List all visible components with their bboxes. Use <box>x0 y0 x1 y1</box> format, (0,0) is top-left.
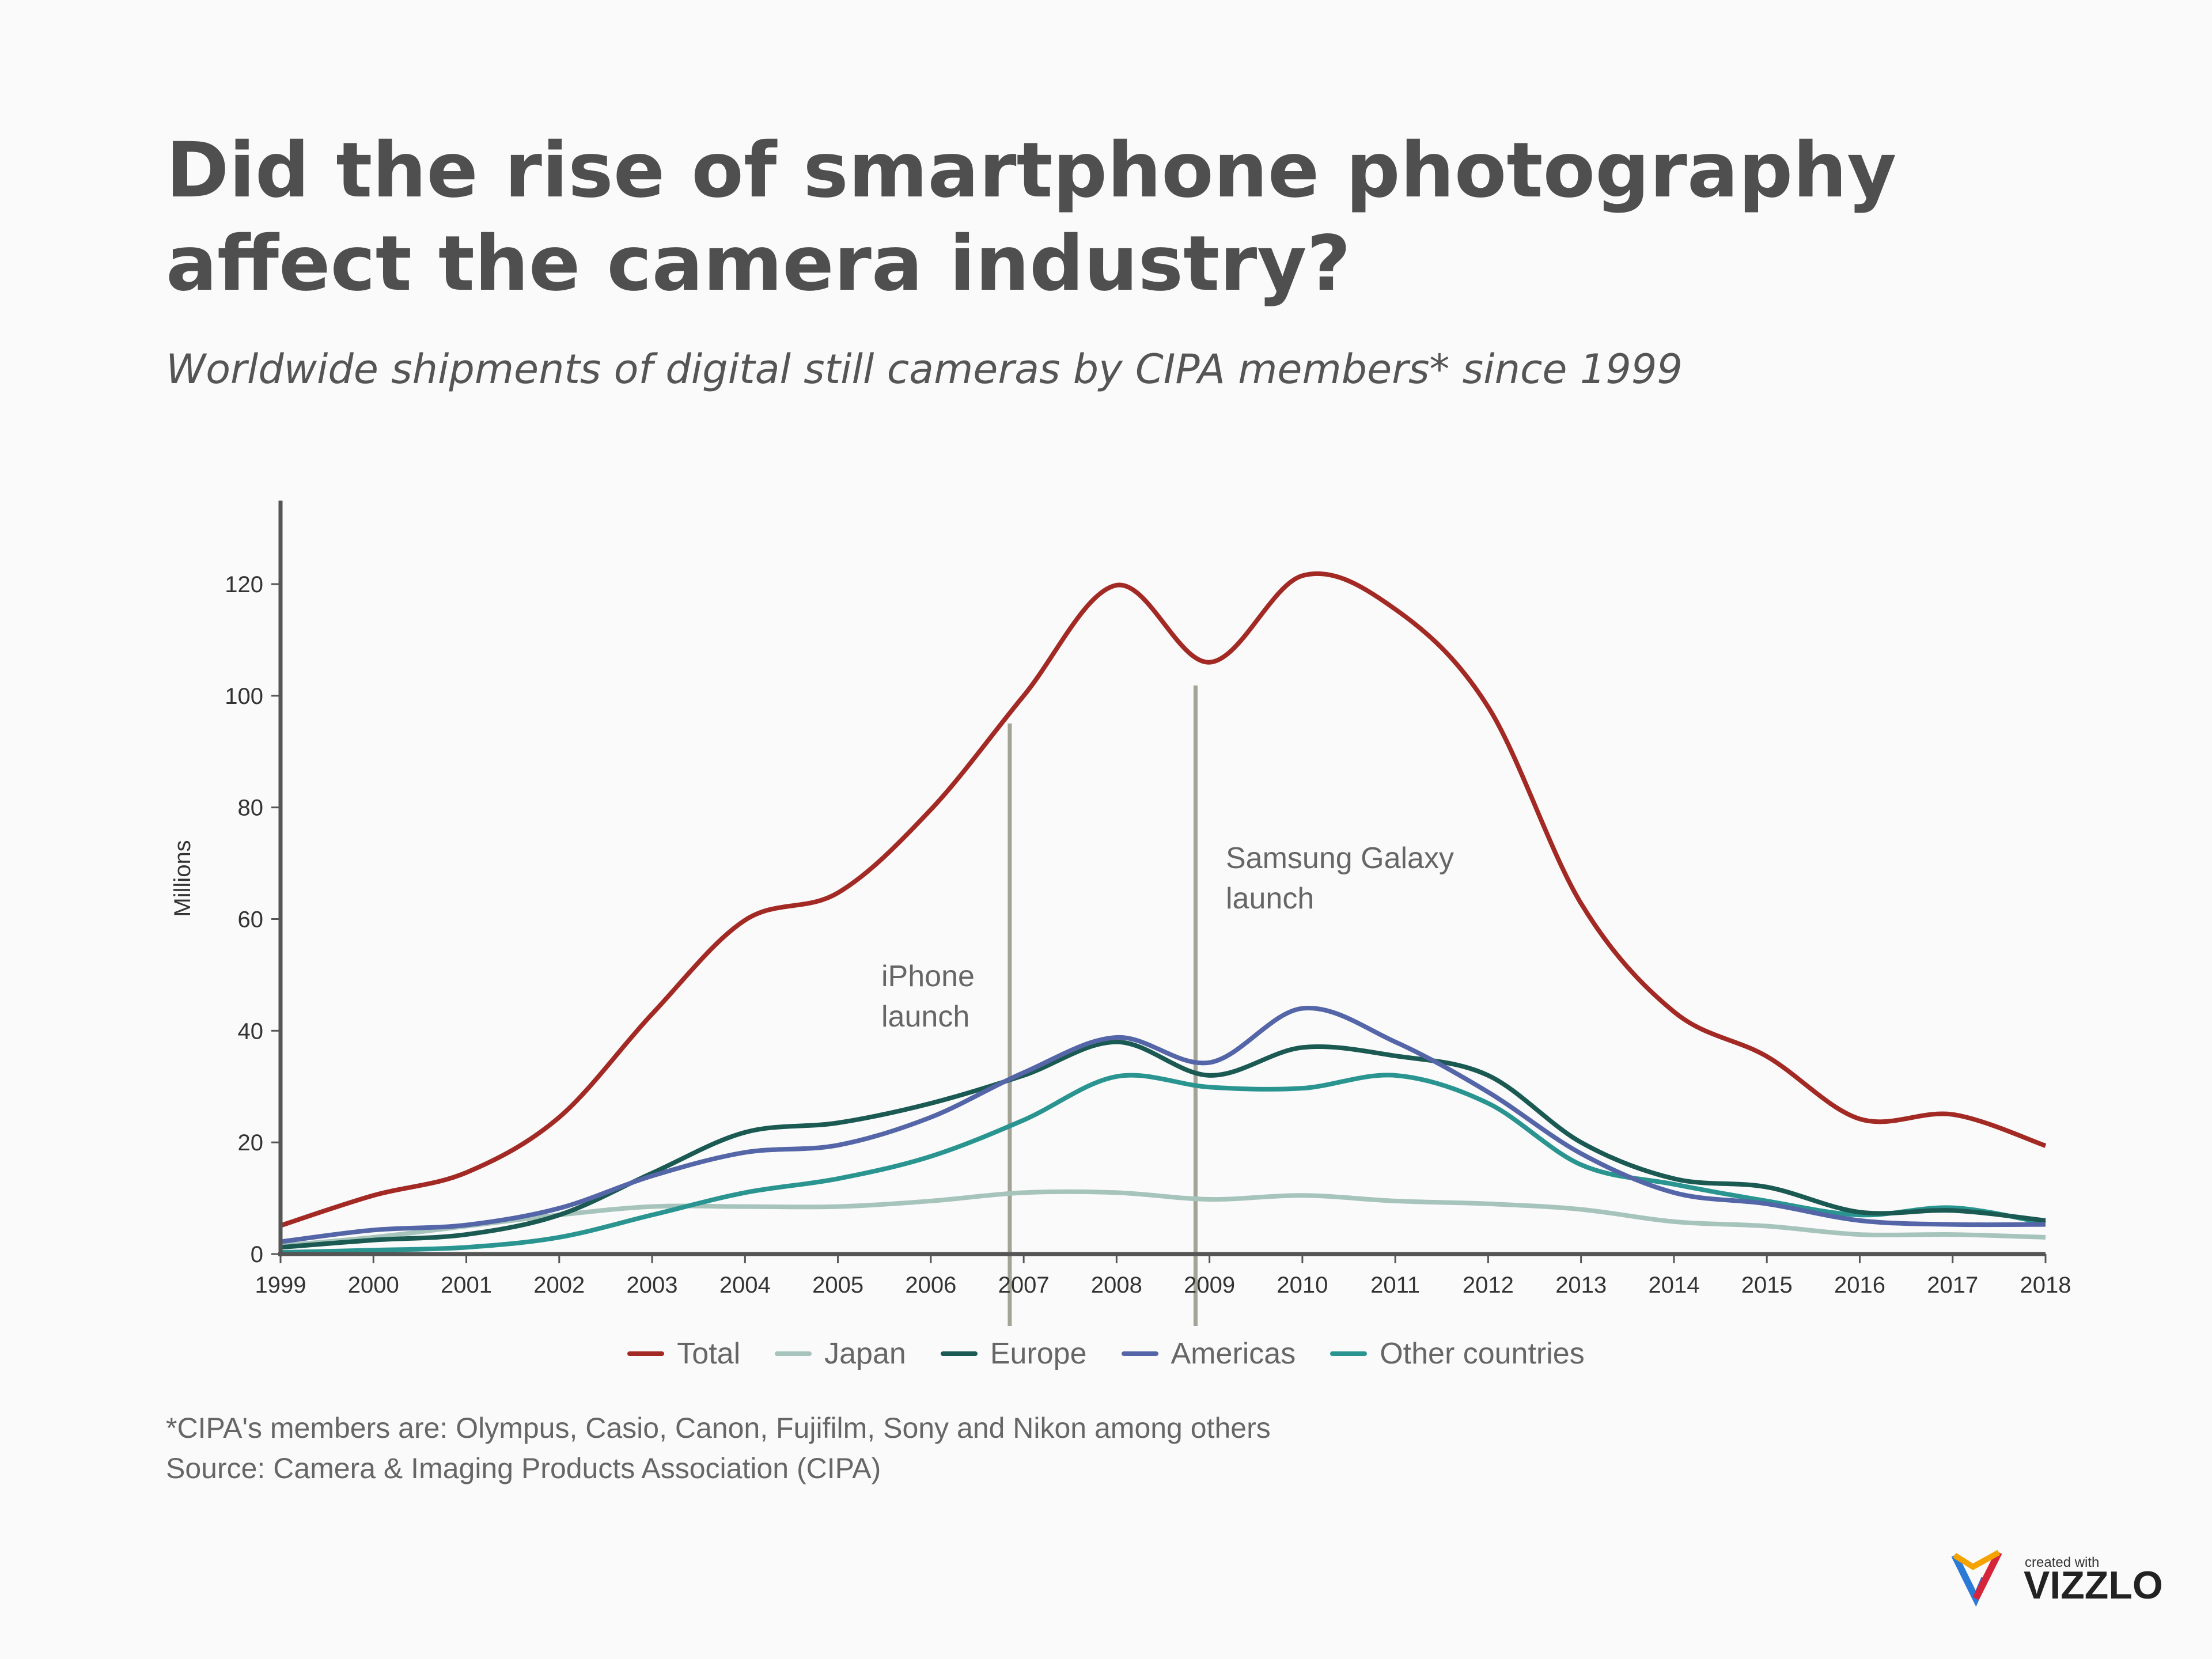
series-line-europe <box>280 1039 2046 1250</box>
legend-label: Total <box>677 1337 741 1370</box>
annotation-label: launch <box>881 1000 969 1033</box>
legend-item: Total <box>627 1336 740 1371</box>
legend: Total Japan Europe Americas Other countries <box>0 1336 2212 1371</box>
x-tick-label: 2002 <box>533 1272 585 1298</box>
series-line-other-countries <box>280 1073 2046 1255</box>
x-tick-label: 2006 <box>905 1272 956 1298</box>
annotation-label: launch <box>1226 882 1314 915</box>
x-tick-label: 2017 <box>1927 1272 1978 1298</box>
x-tick-label: 2005 <box>812 1272 863 1298</box>
svg-text:VIZZLO: VIZZLO <box>2024 1563 2163 1607</box>
x-tick-label: 2001 <box>441 1272 492 1298</box>
legend-label: Other countries <box>1380 1337 1585 1370</box>
legend-item: Americas <box>1121 1336 1296 1371</box>
series-line-japan <box>280 1189 2046 1248</box>
footnote: *CIPA's members are: Olympus, Casio, Can… <box>166 1412 1271 1444</box>
x-tick-label: 2004 <box>719 1272 771 1298</box>
legend-label: Japan <box>824 1337 906 1370</box>
y-tick-label: 20 <box>238 1130 264 1156</box>
x-tick-label: 2011 <box>1370 1272 1420 1298</box>
axes: 0 20 40 60 80 100 120 1999 2000 2001 2002 2003 2004 2… <box>225 501 2071 1298</box>
legend-label: Americas <box>1171 1337 1296 1370</box>
chart-title: Did the rise of smartphone photography a… <box>166 126 1897 308</box>
y-tick-label: 40 <box>238 1018 264 1044</box>
legend-label: Europe <box>990 1337 1087 1370</box>
vizzlo-logo: created with VIZZLO <box>1951 1550 2163 1607</box>
legend-swatch <box>627 1351 665 1356</box>
y-tick-label: 60 <box>238 907 264 933</box>
x-tick-label: 2007 <box>998 1272 1050 1298</box>
legend-item: Other countries <box>1330 1336 1585 1371</box>
y-tick-label: 120 <box>225 572 263 597</box>
x-tick-label: 2015 <box>1741 1272 1793 1298</box>
legend-swatch <box>1330 1351 1368 1356</box>
legend-item: Europe <box>940 1336 1087 1371</box>
series-lines <box>279 571 2047 1255</box>
x-tick-label: 2010 <box>1277 1272 1328 1298</box>
series-line-americas <box>280 1005 2046 1244</box>
y-tick-label: 100 <box>225 684 263 709</box>
x-tick-label: 2016 <box>1834 1272 1885 1298</box>
y-axis-label: Millions <box>170 840 195 916</box>
x-tick-label: 2012 <box>1463 1272 1514 1298</box>
legend-swatch <box>940 1351 978 1356</box>
x-tick-label: 2009 <box>1184 1272 1235 1298</box>
series-line-total <box>279 571 2047 1228</box>
annotation-label: iPhone <box>881 960 975 993</box>
svg-text:created with: created with <box>2025 1555 2099 1570</box>
x-tick-label: 1999 <box>255 1272 306 1298</box>
x-tick-label: 2013 <box>1555 1272 1607 1298</box>
legend-swatch <box>1121 1351 1158 1356</box>
x-tick-label: 2003 <box>627 1272 678 1298</box>
chart-subtitle: Worldwide shipments of digital still cam… <box>166 346 1683 393</box>
annotations: iPhone launch Samsung Galaxy launch <box>881 685 1454 1326</box>
source: Source: Camera & Imaging Products Associ… <box>166 1452 881 1484</box>
legend-item: Japan <box>775 1336 906 1371</box>
x-tick-label: 2008 <box>1091 1272 1142 1298</box>
x-tick-label: 2018 <box>2020 1272 2071 1298</box>
x-tick-label: 2014 <box>1648 1272 1699 1298</box>
y-tick-label: 80 <box>238 796 264 821</box>
legend-swatch <box>775 1351 812 1356</box>
annotation-label: Samsung Galaxy <box>1226 842 1454 875</box>
x-tick-label: 2000 <box>348 1272 399 1298</box>
y-tick-label: 0 <box>251 1242 263 1267</box>
